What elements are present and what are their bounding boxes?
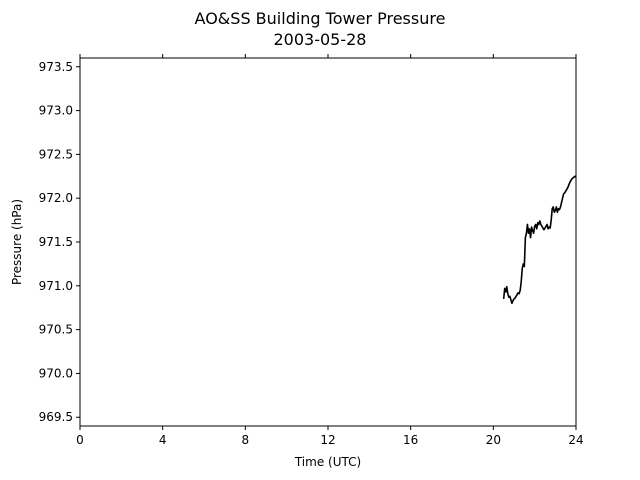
x-tick-label: 12: [320, 433, 335, 447]
y-tick-label: 970.0: [39, 366, 73, 380]
y-tick-label: 972.0: [39, 191, 73, 205]
x-tick-label: 16: [403, 433, 418, 447]
x-tick-label: 20: [486, 433, 501, 447]
x-tick-label: 0: [76, 433, 84, 447]
y-tick-label: 969.5: [39, 410, 73, 424]
x-tick-label: 4: [159, 433, 167, 447]
x-tick-label: 24: [568, 433, 583, 447]
y-tick-label: 973.0: [39, 104, 73, 118]
y-tick-label: 971.5: [39, 235, 73, 249]
plot-frame: [79, 57, 577, 427]
series-layer: [502, 175, 577, 305]
y-tick-label: 970.5: [39, 323, 73, 337]
y-axis-label: Pressure (hPa): [10, 199, 24, 285]
chart-subtitle: 2003-05-28: [274, 30, 367, 49]
x-tick-label: 8: [242, 433, 250, 447]
x-axis-label: Time (UTC): [294, 455, 361, 469]
pressure-series-line: [502, 175, 577, 305]
y-tick-label: 973.5: [39, 60, 73, 74]
chart-title: AO&SS Building Tower Pressure: [195, 9, 446, 28]
y-tick-label: 971.0: [39, 279, 73, 293]
y-tick-label: 972.5: [39, 147, 73, 161]
plot-axes: 0 4 8 12 16 20 24 969.5 970.0 970.5 971.0 971.5 972.…: [39, 54, 584, 447]
